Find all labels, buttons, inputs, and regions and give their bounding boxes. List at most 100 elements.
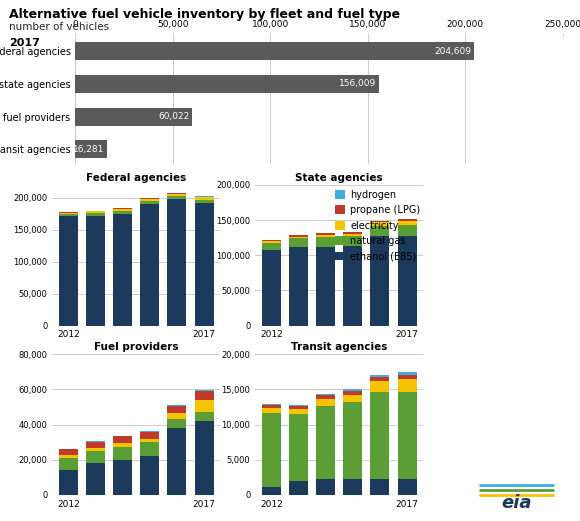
Bar (168, 406, 187, 413)
Bar (316, 406, 335, 479)
Bar (343, 232, 362, 234)
Bar (343, 479, 362, 495)
Bar (113, 208, 132, 209)
Bar (113, 209, 132, 210)
Bar (343, 237, 362, 246)
Bar (140, 439, 160, 442)
Bar (113, 446, 132, 460)
Title: State agencies: State agencies (295, 173, 383, 183)
Bar (195, 203, 213, 326)
Bar (316, 233, 335, 235)
Bar (113, 443, 132, 446)
Bar (140, 199, 160, 201)
Bar (168, 428, 187, 495)
Bar (289, 405, 308, 406)
Bar (398, 221, 416, 225)
Bar (343, 402, 362, 479)
Bar (168, 196, 187, 199)
Bar (168, 405, 187, 406)
Bar (262, 487, 281, 495)
Bar (195, 400, 213, 412)
Bar (75, 42, 474, 60)
Bar (86, 451, 105, 463)
Bar (398, 225, 416, 235)
Bar (195, 197, 213, 200)
Bar (140, 431, 160, 439)
Bar (371, 377, 390, 381)
Bar (262, 240, 281, 241)
Bar (113, 460, 132, 495)
Bar (140, 201, 160, 204)
Bar (262, 413, 281, 487)
Bar (316, 395, 335, 399)
Bar (75, 140, 107, 158)
Bar (86, 211, 105, 212)
Bar (140, 456, 160, 495)
Bar (113, 214, 132, 326)
Legend: hydrogen, propane (LPG), electricity, natural gas, ethanol (E85): hydrogen, propane (LPG), electricity, na… (335, 190, 420, 261)
Bar (289, 406, 308, 409)
Bar (371, 226, 390, 235)
Bar (316, 247, 335, 326)
Bar (316, 394, 335, 395)
Bar (168, 419, 187, 428)
Bar (289, 414, 308, 481)
Text: 2017: 2017 (9, 38, 39, 47)
Bar (289, 237, 308, 239)
Bar (195, 421, 213, 495)
Bar (75, 75, 379, 93)
Bar (289, 409, 308, 414)
Bar (371, 221, 390, 222)
Bar (59, 470, 78, 495)
Bar (86, 212, 105, 213)
Bar (86, 216, 105, 326)
Bar (371, 375, 390, 377)
Bar (86, 441, 105, 442)
Bar (262, 405, 281, 408)
Bar (371, 381, 390, 392)
Bar (398, 219, 416, 221)
Bar (168, 194, 187, 196)
Bar (113, 437, 132, 443)
Bar (371, 392, 390, 479)
Bar (289, 239, 308, 247)
Bar (398, 379, 416, 392)
Bar (86, 213, 105, 216)
Bar (262, 250, 281, 326)
Bar (343, 246, 362, 326)
Bar (140, 442, 160, 456)
Bar (113, 436, 132, 437)
Text: eia: eia (501, 494, 531, 512)
Bar (262, 408, 281, 413)
Bar (195, 200, 213, 203)
Bar (59, 449, 78, 455)
Bar (59, 458, 78, 470)
Bar (59, 214, 78, 216)
Bar (343, 234, 362, 237)
Bar (343, 390, 362, 391)
Text: 60,022: 60,022 (158, 112, 190, 121)
Bar (75, 108, 193, 126)
Bar (262, 404, 281, 405)
Bar (195, 412, 213, 421)
Bar (86, 463, 105, 495)
Bar (316, 237, 335, 247)
Bar (343, 391, 362, 395)
Bar (316, 399, 335, 406)
Bar (343, 395, 362, 402)
Bar (398, 375, 416, 379)
Bar (316, 235, 335, 237)
Text: 16,281: 16,281 (73, 145, 104, 154)
Bar (316, 479, 335, 495)
Title: Fuel providers: Fuel providers (94, 342, 179, 352)
Bar (289, 235, 308, 237)
Bar (398, 392, 416, 479)
Bar (371, 222, 390, 226)
Bar (59, 213, 78, 214)
Bar (398, 479, 416, 495)
Title: Transit agencies: Transit agencies (291, 342, 387, 352)
Bar (398, 235, 416, 326)
Bar (371, 479, 390, 495)
Bar (262, 241, 281, 243)
Bar (398, 372, 416, 375)
